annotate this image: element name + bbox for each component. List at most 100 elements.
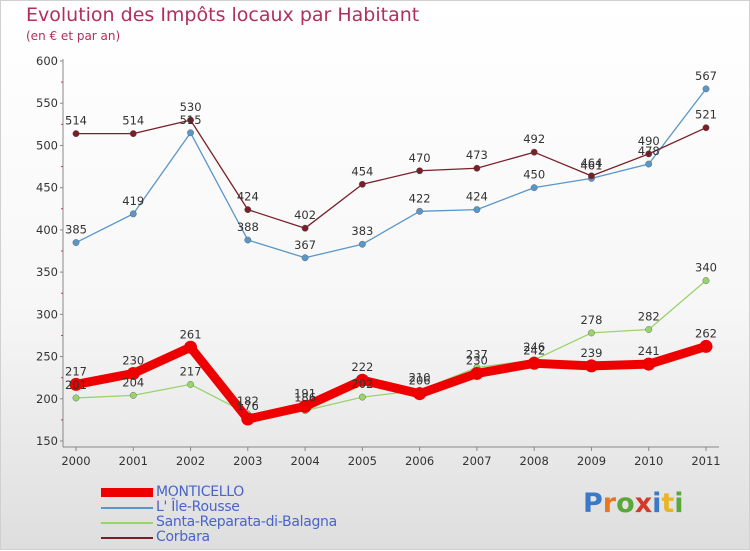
data-point-ile-rousse [702, 85, 710, 93]
logo-letter: r [602, 488, 617, 519]
data-label-ile-rousse: 461 [580, 158, 602, 172]
y-tick-label: 250 [36, 350, 58, 364]
data-label-corbara: 514 [122, 114, 144, 128]
data-label-corbara: 470 [409, 151, 431, 165]
data-point-corbara [473, 164, 481, 172]
legend-swatch-ile-rousse [101, 507, 153, 509]
series-line-santa-reparata [75, 279, 707, 415]
data-label-ile-rousse: 478 [638, 144, 660, 158]
data-point-ile-rousse [187, 129, 194, 137]
x-tick-label: 2003 [233, 454, 262, 468]
data-label-ile-rousse: 424 [466, 190, 488, 204]
data-point-corbara [187, 116, 194, 124]
data-point-santa-reparata [702, 277, 710, 284]
legend-swatch-monticello [101, 488, 153, 497]
data-label-ile-rousse: 515 [180, 113, 202, 127]
data-point-monticello [355, 373, 369, 387]
legend-swatch-corbara [101, 537, 153, 539]
data-label-monticello: 191 [294, 386, 316, 400]
x-tick-label: 2002 [176, 454, 205, 468]
logo-letter: t [661, 488, 675, 519]
data-label-ile-rousse: 450 [523, 168, 545, 182]
data-point-corbara [530, 148, 538, 156]
data-label-ile-rousse: 388 [237, 220, 259, 234]
data-label-corbara: 473 [466, 148, 488, 162]
proxiti-logo: Proxiti [583, 488, 684, 519]
data-point-santa-reparata [187, 381, 194, 388]
series-line-ile-rousse [75, 88, 707, 259]
data-point-santa-reparata [129, 391, 137, 399]
legend-item-monticello: MONTICELLO [101, 484, 421, 500]
data-label-santa-reparata: 217 [180, 364, 202, 378]
data-point-santa-reparata [72, 394, 80, 402]
y-tick-label: 350 [36, 265, 58, 279]
data-label-corbara: 402 [294, 208, 316, 222]
data-label-ile-rousse: 367 [294, 238, 316, 252]
legend-label-ile-rousse: L' Île-Rousse [156, 499, 240, 515]
data-label-ile-rousse: 419 [122, 194, 144, 208]
legend-label-santa-reparata: Santa-Reparata-di-Balagna [156, 514, 337, 530]
data-label-santa-reparata: 282 [638, 310, 660, 324]
data-label-corbara: 454 [351, 164, 373, 178]
data-label-ile-rousse: 383 [351, 224, 373, 238]
data-label-monticello: 206 [409, 374, 431, 388]
y-tick-label: 150 [36, 434, 58, 448]
data-point-santa-reparata [588, 329, 595, 337]
data-label-santa-reparata: 246 [523, 340, 545, 354]
data-point-santa-reparata [358, 393, 366, 401]
data-point-corbara [645, 150, 653, 158]
data-label-ile-rousse: 567 [695, 69, 717, 83]
data-point-monticello [413, 387, 427, 401]
data-label-corbara: 464 [580, 156, 602, 170]
data-point-monticello [126, 366, 140, 380]
logo-letter: o [616, 488, 635, 519]
data-point-monticello [699, 339, 713, 353]
legend-swatch-santa-reparata [101, 522, 153, 524]
data-label-santa-reparata: 182 [237, 394, 259, 408]
data-point-corbara [702, 124, 710, 132]
data-point-ile-rousse [645, 160, 653, 168]
data-label-corbara: 521 [695, 108, 717, 122]
series-line-corbara [75, 119, 707, 229]
legend-item-corbara: Corbara [101, 529, 421, 545]
data-label-ile-rousse: 422 [409, 191, 431, 205]
legend-label-corbara: Corbara [156, 529, 210, 545]
logo-letter: i [674, 488, 684, 519]
data-label-santa-reparata: 201 [65, 378, 87, 392]
data-point-ile-rousse [244, 236, 252, 244]
data-point-corbara [358, 180, 366, 188]
legend-label-monticello: MONTICELLO [156, 484, 244, 500]
data-label-santa-reparata: 210 [409, 370, 431, 384]
x-tick-label: 2009 [577, 454, 606, 468]
data-point-corbara [588, 172, 595, 180]
data-point-corbara [244, 206, 252, 214]
data-point-corbara [416, 167, 424, 175]
data-label-monticello: 217 [65, 364, 87, 378]
data-label-corbara: 514 [65, 114, 87, 128]
data-label-monticello: 262 [695, 326, 717, 340]
x-tick-label: 2001 [119, 454, 148, 468]
data-label-corbara: 492 [523, 132, 545, 146]
chart-title: Evolution des Impôts locaux par Habitant [26, 4, 420, 26]
x-tick-label: 2011 [691, 454, 720, 468]
y-tick-label: 550 [36, 96, 58, 110]
data-label-monticello: 230 [466, 353, 488, 367]
data-label-ile-rousse: 385 [65, 223, 87, 237]
data-label-monticello: 176 [237, 399, 259, 413]
x-tick-label: 2005 [348, 454, 377, 468]
data-point-monticello [298, 399, 312, 413]
y-tick-label: 200 [36, 392, 58, 406]
y-tick-label: 600 [36, 54, 58, 68]
logo-letter: x [634, 488, 653, 519]
data-point-monticello [470, 366, 484, 380]
data-label-corbara: 424 [237, 190, 259, 204]
y-tick-label: 300 [36, 307, 58, 321]
y-tick-label: 500 [36, 138, 58, 152]
data-label-santa-reparata: 340 [695, 261, 717, 275]
data-label-monticello: 222 [351, 360, 373, 374]
data-label-santa-reparata: 237 [466, 348, 488, 362]
data-label-monticello: 241 [638, 344, 660, 358]
chart-subtitle: (en € et par an) [26, 29, 121, 43]
data-point-corbara [72, 130, 80, 138]
